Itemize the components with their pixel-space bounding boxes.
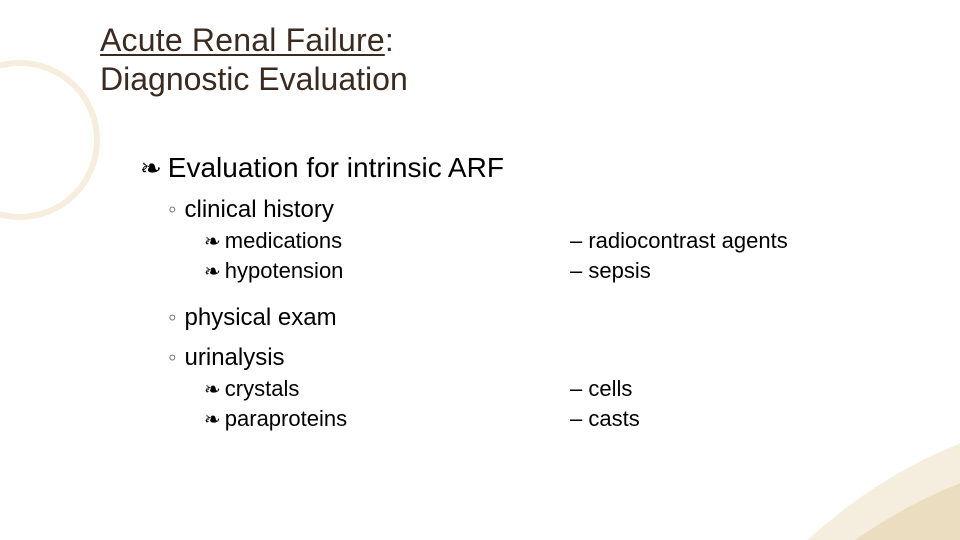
list-item: ❧hypotension [204, 258, 570, 284]
list-item: ❧crystals [204, 376, 570, 402]
title-underlined: Acute Renal Failure [100, 22, 385, 58]
ring-bullet-icon: ◦ [168, 196, 177, 223]
main-heading-text: Evaluation for intrinsic ARF [168, 152, 504, 184]
list-item: ❧medications [204, 228, 570, 254]
item-right-text: – casts [570, 406, 640, 432]
item-right-text: – radiocontrast agents [570, 228, 788, 254]
list-row: ❧medications – radiocontrast agents [140, 224, 920, 254]
list-item: ❧paraproteins [204, 406, 570, 432]
ring-bullet-icon: ◦ [168, 304, 177, 331]
item-right-text: – sepsis [570, 258, 651, 284]
bullet-sub-icon: ❧ [204, 407, 221, 432]
content-body: ❧Evaluation for intrinsic ARF ◦clinical … [140, 152, 920, 432]
section-clinical-history: ◦ clinical history [168, 196, 920, 224]
bullet-main-icon: ❧ [140, 153, 162, 184]
ring-bullet-icon: ◦ [168, 344, 177, 371]
section-urinalysis: ◦ urinalysis [168, 344, 920, 372]
title-suffix: : [385, 22, 394, 58]
bullet-sub-icon: ❧ [204, 259, 221, 284]
slide-title-line2: Diagnostic Evaluation [100, 61, 920, 98]
item-left-text: medications [225, 228, 342, 254]
bullet-sub-icon: ❧ [204, 229, 221, 254]
item-left-text: paraproteins [225, 406, 347, 432]
item-right-text: – cells [570, 376, 632, 402]
section-label: clinical history [185, 196, 334, 223]
slide-content: Acute Renal Failure: Diagnostic Evaluati… [0, 0, 960, 540]
item-left-text: crystals [225, 376, 300, 402]
bullet-sub-icon: ❧ [204, 377, 221, 402]
item-left-text: hypotension [225, 258, 344, 284]
section-label: physical exam [185, 304, 337, 331]
section-label: urinalysis [185, 344, 285, 371]
list-row: ❧paraproteins – casts [140, 402, 920, 432]
list-row: ❧crystals – cells [140, 372, 920, 402]
slide-title-line1: Acute Renal Failure: [100, 22, 920, 59]
list-row: ❧hypotension – sepsis [140, 254, 920, 284]
section-physical-exam: ◦ physical exam [168, 304, 920, 332]
main-heading: ❧Evaluation for intrinsic ARF [140, 152, 920, 184]
